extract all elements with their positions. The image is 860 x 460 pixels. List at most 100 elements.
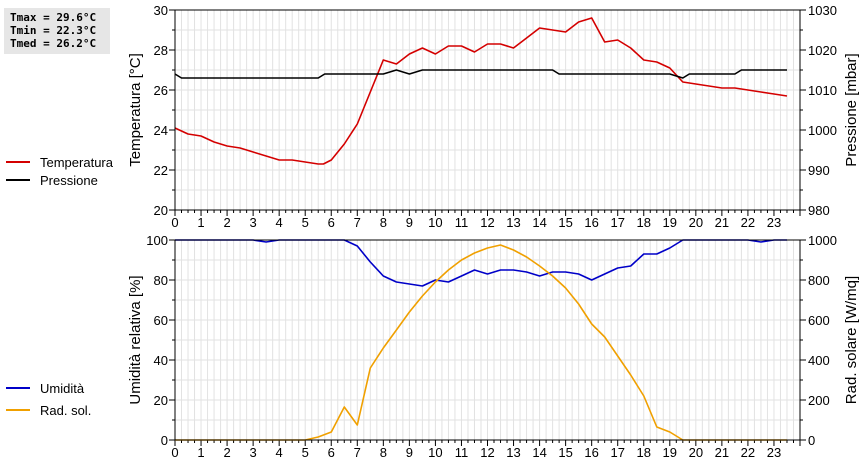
x-tick-label: 0 xyxy=(171,445,178,460)
x-tick-label: 15 xyxy=(558,215,572,230)
x-tick-label: 14 xyxy=(532,445,546,460)
x-tick-label: 17 xyxy=(610,215,624,230)
x-tick-label: 6 xyxy=(328,445,335,460)
x-tick-label: 5 xyxy=(302,445,309,460)
legend-item-pressione: Pressione xyxy=(6,172,98,188)
y-tick-label-left: 22 xyxy=(154,163,168,178)
x-tick-label: 19 xyxy=(663,445,677,460)
x-tick-label: 21 xyxy=(715,445,729,460)
x-tick-label: 22 xyxy=(741,215,755,230)
plot-border xyxy=(174,9,801,211)
legend-label-pressione: Pressione xyxy=(40,172,98,188)
x-tick-label: 4 xyxy=(276,215,283,230)
x-tick-label: 19 xyxy=(663,215,677,230)
legend-item-umidita: Umidità xyxy=(6,380,84,396)
y-tick-label-left: 60 xyxy=(154,313,168,328)
y-tick-label-right: 1010 xyxy=(808,83,837,98)
x-tick-label: 5 xyxy=(302,215,309,230)
legend-label-temperatura: Temperatura xyxy=(40,154,113,170)
y-axis-title-right: Pressione [mbar] xyxy=(843,53,860,166)
x-tick-label: 18 xyxy=(637,445,651,460)
y-tick-label-right: 1030 xyxy=(808,3,837,18)
x-tick-label: 2 xyxy=(223,445,230,460)
series-line-radsol xyxy=(175,244,787,441)
y-tick-label-right: 980 xyxy=(808,203,830,218)
y-tick-label-right: 990 xyxy=(808,163,830,178)
x-tick-label: 17 xyxy=(610,445,624,460)
x-tick-label: 10 xyxy=(428,215,442,230)
x-tick-label: 3 xyxy=(250,215,257,230)
stat-tmax: Tmax = 29.6°C xyxy=(10,11,97,24)
y-tick-label-right: 800 xyxy=(808,273,830,288)
x-tick-label: 9 xyxy=(406,215,413,230)
x-tick-label: 15 xyxy=(558,445,572,460)
y-tick-label-left: 26 xyxy=(154,83,168,98)
legend-label-radsol: Rad. sol. xyxy=(40,402,92,418)
x-tick-label: 21 xyxy=(715,215,729,230)
x-tick-label: 23 xyxy=(767,445,781,460)
y-tick-label-left: 20 xyxy=(154,203,168,218)
y-tick-label-right: 400 xyxy=(808,353,830,368)
x-tick-label: 18 xyxy=(637,215,651,230)
x-tick-label: 12 xyxy=(480,215,494,230)
x-tick-label: 2 xyxy=(223,215,230,230)
x-tick-label: 3 xyxy=(250,445,257,460)
stat-tmin: Tmin = 22.3°C xyxy=(10,24,97,37)
y-tick-label-left: 28 xyxy=(154,43,168,58)
x-tick-label: 13 xyxy=(506,215,520,230)
y-tick-label-right: 600 xyxy=(808,313,830,328)
x-tick-label: 8 xyxy=(380,215,387,230)
x-tick-label: 1 xyxy=(197,445,204,460)
y-axis-title-left: Umidità relativa [%] xyxy=(127,275,144,404)
x-tick-label: 7 xyxy=(354,445,361,460)
y-tick-label-left: 0 xyxy=(161,433,168,448)
legend-item-temperatura: Temperatura xyxy=(6,154,113,170)
x-tick-label: 22 xyxy=(741,445,755,460)
y-axis-title-right: Rad. solare [W/mq] xyxy=(843,276,860,404)
chart-panel-2: 0 1 2 3 4 5 6 7 8 9 10 11 12 13 14 15 16 17 18 19 20 21 22 2302… xyxy=(127,233,860,460)
y-tick-label-left: 100 xyxy=(146,233,168,248)
legend-swatch-temperatura xyxy=(6,161,30,163)
x-tick-label: 20 xyxy=(689,445,703,460)
legend-label-umidita: Umidità xyxy=(40,380,85,396)
legend-swatch-radsol xyxy=(6,409,30,411)
x-tick-label: 14 xyxy=(532,215,546,230)
y-tick-label-right: 1020 xyxy=(808,43,837,58)
x-tick-label: 12 xyxy=(480,445,494,460)
y-tick-label-left: 80 xyxy=(154,273,168,288)
x-tick-label: 8 xyxy=(380,445,387,460)
series-line-pressione xyxy=(174,69,787,79)
y-axis-title-left: Temperatura [°C] xyxy=(127,53,144,167)
series-line-umidita xyxy=(175,239,787,287)
x-tick-label: 0 xyxy=(171,215,178,230)
x-tick-label: 9 xyxy=(406,445,413,460)
x-tick-label: 16 xyxy=(584,445,598,460)
x-tick-label: 16 xyxy=(584,215,598,230)
x-tick-label: 20 xyxy=(689,215,703,230)
y-tick-label-right: 200 xyxy=(808,393,830,408)
x-tick-label: 10 xyxy=(428,445,442,460)
legend-swatch-umidita xyxy=(6,387,30,389)
legend-item-radsol: Rad. sol. xyxy=(6,402,91,418)
chart-panel-1: 0 1 2 3 4 5 6 7 8 9 10 11 12 13 14 15 16 17 18 19 20 21 22 2320… xyxy=(127,3,860,230)
stat-tmed: Tmed = 26.2°C xyxy=(10,37,97,50)
series-line-temperatura xyxy=(174,17,788,165)
y-tick-label-right: 0 xyxy=(808,433,815,448)
y-tick-label-left: 24 xyxy=(154,123,168,138)
y-tick-label-left: 40 xyxy=(154,353,168,368)
stats-box: Tmax = 29.6°C Tmin = 22.3°C Tmed = 26.2°… xyxy=(4,8,110,54)
x-tick-label: 1 xyxy=(197,215,204,230)
x-tick-label: 6 xyxy=(328,215,335,230)
y-tick-label-left: 30 xyxy=(154,3,168,18)
x-tick-label: 13 xyxy=(506,445,520,460)
x-tick-label: 11 xyxy=(455,445,469,460)
y-tick-label-right: 1000 xyxy=(808,233,837,248)
y-tick-label-left: 20 xyxy=(154,393,168,408)
x-tick-label: 23 xyxy=(767,215,781,230)
y-tick-label-right: 1000 xyxy=(808,123,837,138)
legend-swatch-pressione xyxy=(6,179,30,181)
x-tick-label: 11 xyxy=(455,215,469,230)
x-tick-label: 7 xyxy=(354,215,361,230)
x-tick-label: 4 xyxy=(276,445,283,460)
